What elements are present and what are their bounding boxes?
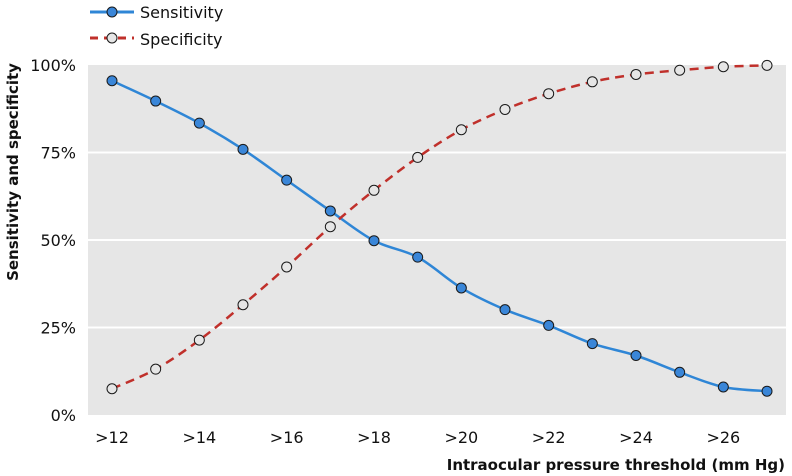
y-tick-label: 75% <box>40 144 76 163</box>
x-tick-label: >18 <box>357 428 391 447</box>
x-tick-label: >16 <box>270 428 304 447</box>
data-point-sensitivity <box>674 366 686 378</box>
x-tick-label: >26 <box>706 428 740 447</box>
data-point-sensitivity <box>543 319 555 331</box>
data-point-specificity <box>543 88 555 100</box>
series-line-specificity <box>111 64 768 390</box>
data-point-specificity <box>281 261 293 273</box>
data-point-sensitivity <box>237 143 249 155</box>
data-point-specificity <box>237 299 249 311</box>
data-point-sensitivity <box>412 251 424 263</box>
data-point-specificity <box>193 334 205 346</box>
y-tick-label: 0% <box>51 406 76 425</box>
y-tick-label: 50% <box>40 231 76 250</box>
legend-marker-sensitivity <box>106 6 118 18</box>
x-tick-label: >12 <box>95 428 129 447</box>
data-point-sensitivity <box>368 235 380 247</box>
data-point-sensitivity <box>761 385 773 397</box>
legend-marker-specificity <box>106 32 118 44</box>
series-line-sensitivity <box>111 79 768 393</box>
data-point-sensitivity <box>455 282 467 294</box>
legend-label-sensitivity: Sensitivity <box>140 3 223 22</box>
data-point-sensitivity <box>717 381 729 393</box>
x-tick-label: >20 <box>444 428 478 447</box>
y-axis-title: Sensitivity and specificity <box>4 63 22 281</box>
gridlines <box>88 151 786 329</box>
data-point-sensitivity <box>499 304 511 316</box>
x-axis-ticks: >12 >14 >16 >18 >20 >22 >24 >26 <box>95 428 740 447</box>
series-markers <box>106 59 773 397</box>
x-tick-label: >22 <box>532 428 566 447</box>
legend: Sensitivity Specificity <box>90 3 223 49</box>
data-point-sensitivity <box>150 95 162 107</box>
x-tick-label: >14 <box>182 428 216 447</box>
y-tick-label: 100% <box>30 56 76 75</box>
data-point-specificity <box>717 61 729 73</box>
data-point-specificity <box>674 64 686 76</box>
data-point-specificity <box>630 68 642 80</box>
y-axis-ticks: 0% 25% 50% 75% 100% <box>30 56 76 425</box>
data-point-specificity <box>106 383 118 395</box>
data-point-specificity <box>761 59 773 71</box>
data-point-specificity <box>586 76 598 88</box>
data-point-specificity <box>499 103 511 115</box>
data-point-sensitivity <box>324 205 336 217</box>
data-point-sensitivity <box>106 75 118 87</box>
data-point-sensitivity <box>193 117 205 129</box>
data-point-sensitivity <box>630 350 642 361</box>
data-point-specificity <box>324 221 336 233</box>
x-axis-title: Intraocular pressure threshold (mm Hg) <box>447 456 785 474</box>
data-point-sensitivity <box>586 338 598 350</box>
data-point-specificity <box>150 363 162 375</box>
data-point-specificity <box>412 151 424 163</box>
data-point-specificity <box>455 124 467 136</box>
data-point-specificity <box>368 184 380 196</box>
series-lines <box>111 64 768 393</box>
data-point-sensitivity <box>281 174 293 186</box>
y-tick-label: 25% <box>40 319 76 338</box>
legend-label-specificity: Specificity <box>140 30 222 49</box>
x-tick-label: >24 <box>619 428 653 447</box>
